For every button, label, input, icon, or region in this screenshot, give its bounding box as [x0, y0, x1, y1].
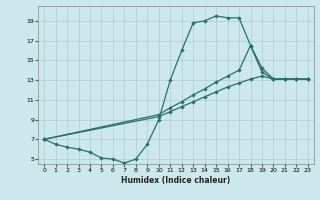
X-axis label: Humidex (Indice chaleur): Humidex (Indice chaleur) [121, 176, 231, 185]
